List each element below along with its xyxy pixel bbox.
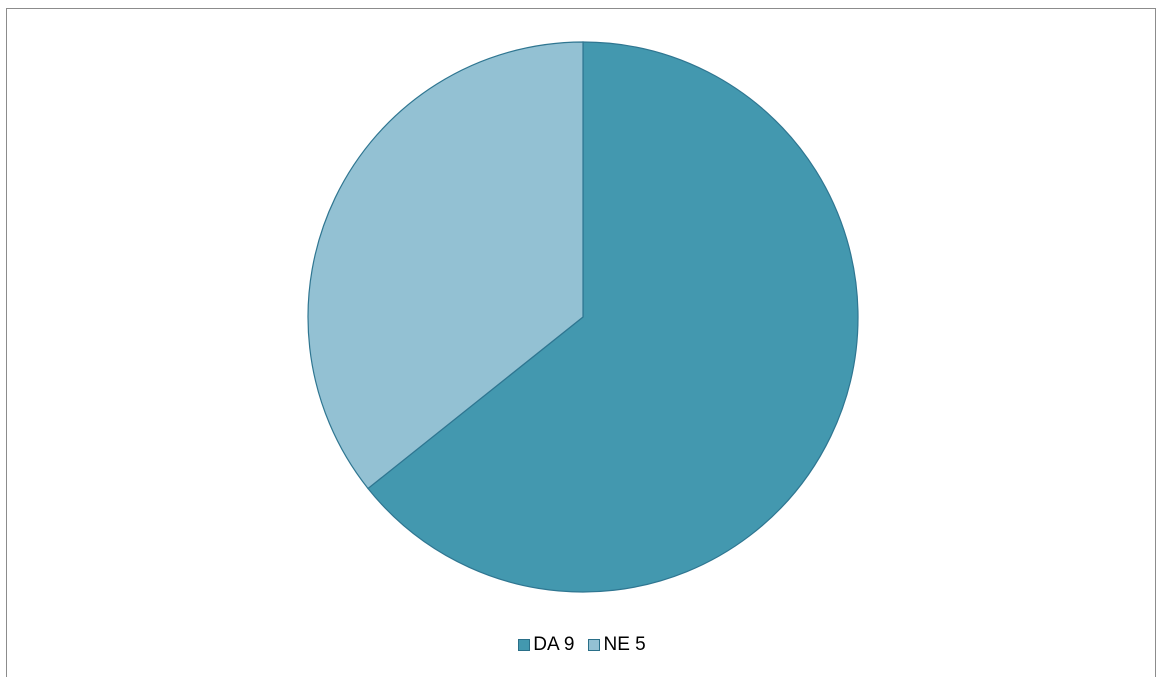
legend-label-ne: NE 5 [603, 634, 646, 655]
legend-item-da: DA 9 [518, 634, 574, 656]
pie-chart [307, 41, 859, 593]
chart-area: DA 9 NE 5 [6, 8, 1156, 677]
legend-swatch-da [518, 639, 531, 651]
legend-swatch-ne [588, 639, 601, 651]
pie-slice-ne [307, 41, 584, 490]
legend: DA 9 NE 5 [7, 634, 1157, 656]
legend-label-da: DA 9 [533, 634, 575, 655]
pie-slice-da [367, 41, 859, 593]
legend-item-ne: NE 5 [588, 634, 646, 656]
